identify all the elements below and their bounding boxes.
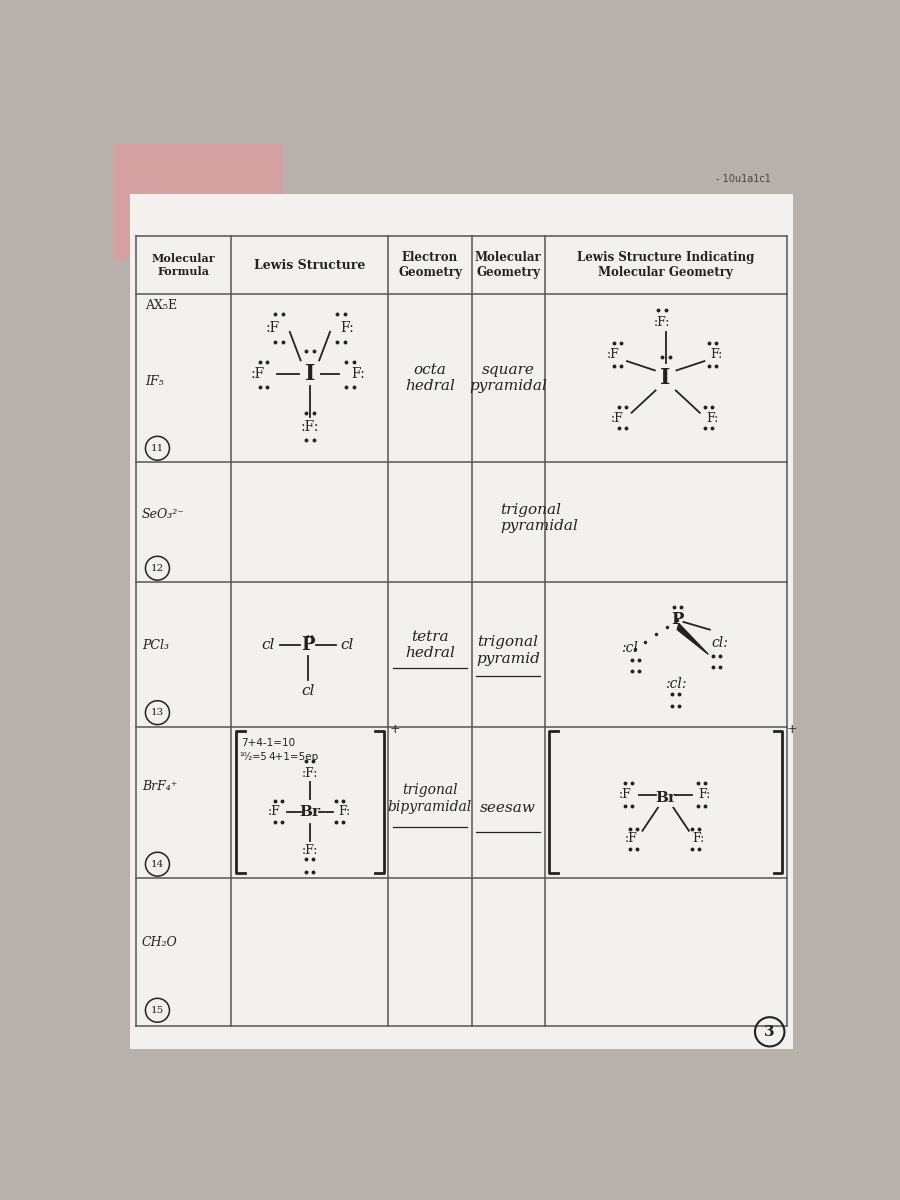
Text: F:: F: (338, 805, 350, 818)
Text: F:: F: (351, 367, 364, 382)
Text: 11: 11 (151, 444, 164, 452)
Text: :F: :F (268, 805, 281, 818)
Text: square
pyramidal: square pyramidal (469, 362, 547, 394)
Text: I: I (661, 367, 670, 389)
Text: :cl: :cl (621, 641, 638, 655)
Text: - 10u1a1c1: - 10u1a1c1 (716, 174, 771, 184)
Text: Molecular
Formula: Molecular Formula (152, 253, 215, 277)
Text: F:: F: (706, 412, 718, 425)
Text: trigonal
pyramid: trigonal pyramid (476, 635, 540, 666)
Text: SeO₃²⁻: SeO₃²⁻ (142, 508, 184, 521)
Text: 7+4-1=10: 7+4-1=10 (240, 738, 295, 749)
Text: :cl:: :cl: (665, 677, 687, 690)
Text: 12: 12 (151, 564, 164, 572)
Text: BrF₄⁺: BrF₄⁺ (142, 780, 177, 793)
Text: 3: 3 (764, 1025, 775, 1039)
Text: trigonal
pyramidal: trigonal pyramidal (500, 503, 578, 533)
Text: ¹⁰⁄₂=5: ¹⁰⁄₂=5 (239, 752, 266, 762)
Text: CH₂O: CH₂O (142, 936, 177, 949)
Text: +: + (787, 724, 797, 736)
Text: tetra
hedral: tetra hedral (405, 630, 454, 660)
Text: :F:: :F: (302, 844, 318, 857)
Text: +: + (390, 724, 400, 736)
Text: P̈: P̈ (302, 636, 315, 654)
Bar (112, 144, 283, 259)
Text: P: P (671, 611, 683, 628)
Text: F:: F: (698, 788, 710, 802)
Text: :F: :F (619, 788, 632, 802)
Text: trigonal
bipyramidal: trigonal bipyramidal (388, 784, 472, 814)
Text: seesaw: seesaw (481, 802, 536, 816)
Text: octa
hedral: octa hedral (405, 362, 454, 394)
Text: F:: F: (692, 832, 705, 845)
Polygon shape (678, 624, 708, 654)
Text: Lewis Structure Indicating
Molecular Geometry: Lewis Structure Indicating Molecular Geo… (577, 251, 754, 280)
Text: I: I (305, 364, 315, 385)
Text: :F:: :F: (653, 316, 670, 329)
Text: IF₅: IF₅ (145, 376, 164, 389)
Text: PCl₃: PCl₃ (142, 638, 169, 652)
Text: Electron
Geometry: Electron Geometry (398, 251, 462, 280)
Text: F:: F: (710, 348, 722, 361)
Text: 13: 13 (151, 708, 164, 718)
Text: :F: :F (625, 832, 637, 845)
Text: :F: :F (611, 412, 624, 425)
Text: :F:: :F: (302, 767, 318, 780)
Text: Br: Br (300, 804, 320, 818)
Text: cl: cl (340, 638, 354, 652)
Text: AX₅E: AX₅E (145, 299, 177, 312)
Text: :F: :F (607, 348, 619, 361)
Text: F:: F: (340, 322, 354, 335)
Text: :F: :F (250, 367, 265, 382)
Text: cl: cl (261, 638, 274, 652)
Text: :F: :F (266, 322, 280, 335)
Text: cl: cl (302, 684, 315, 698)
Text: :F:: :F: (301, 420, 320, 433)
Text: Br: Br (655, 792, 676, 805)
Text: 15: 15 (151, 1006, 164, 1015)
Text: Lewis Structure: Lewis Structure (254, 259, 365, 271)
Text: cl:: cl: (712, 636, 728, 649)
Text: 4+1=5ep: 4+1=5ep (268, 752, 319, 762)
Text: Molecular
Geometry: Molecular Geometry (474, 251, 542, 280)
Text: 14: 14 (151, 859, 164, 869)
